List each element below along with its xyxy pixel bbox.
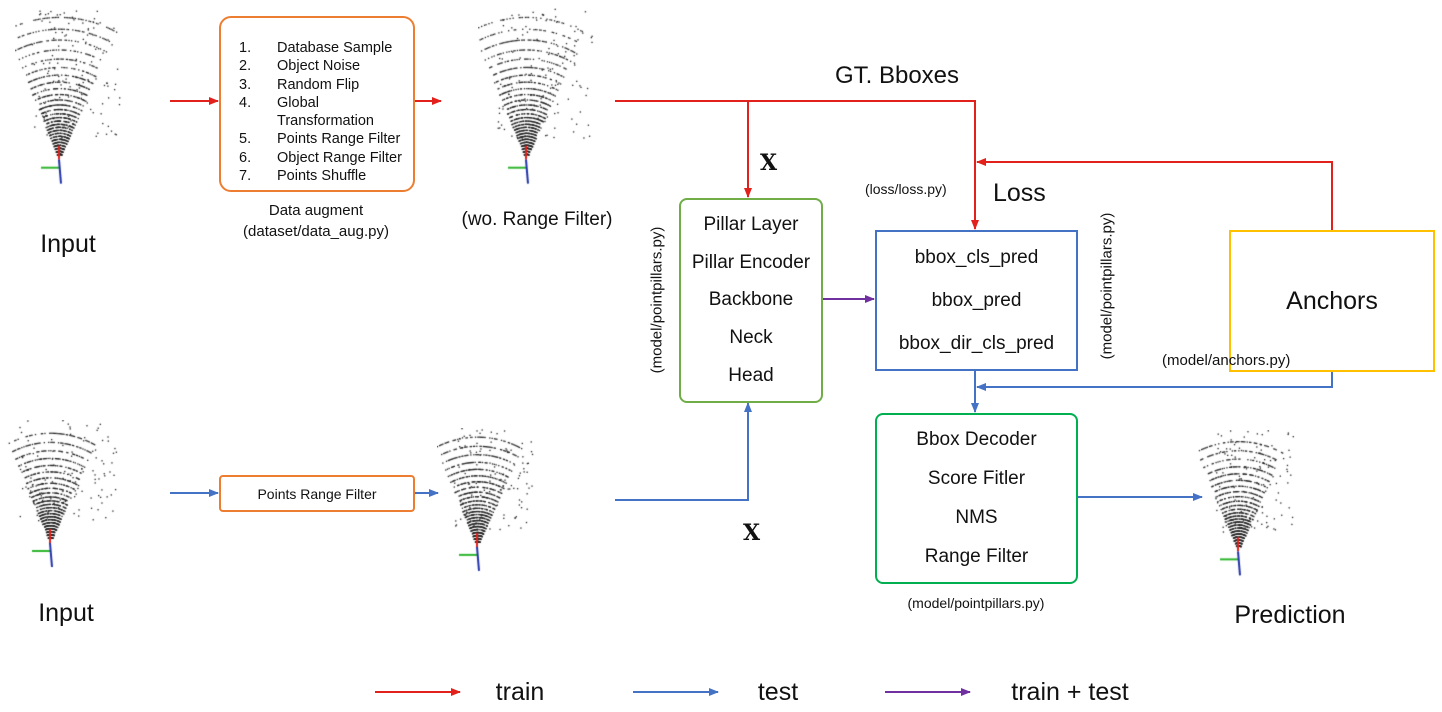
points-range-filter-box: Points Range Filter (219, 475, 415, 512)
augment-step-number: 2. (239, 58, 252, 75)
augment-step: 1. Database Sample (239, 39, 413, 57)
head-output-item: bbox_dir_cls_pred (898, 332, 1055, 354)
model-item: Pillar Encoder (691, 251, 811, 273)
point-cloud-prediction (1198, 430, 1298, 578)
augment-step-label: Points Shuffle (277, 168, 367, 185)
pillar-model-box: Pillar Layer Pillar Encoder Backbone Nec… (679, 198, 823, 403)
augment-step-number: 1. (239, 40, 252, 56)
anchors-file: (model/anchors.py) (1162, 352, 1291, 369)
points-range-filter-label: Points Range Filter (257, 485, 377, 502)
augment-step: 2. Object Noise (239, 57, 413, 75)
anchors-label: Anchors (1286, 286, 1378, 315)
postprocess-item: Range Filter (924, 545, 1029, 567)
point-cloud-augmented (478, 8, 598, 193)
augment-step: 7. Points Shuffle (239, 167, 413, 185)
postprocess-box: Bbox Decoder Score Fitler NMS Range Filt… (875, 413, 1078, 584)
augment-step-label: Object Noise (277, 58, 361, 75)
augment-step-label: Database Sample (277, 40, 393, 56)
model-item: Backbone (708, 289, 794, 311)
augment-step-label: Random Flip (277, 76, 360, 93)
augment-list: 1. Database Sample 2. Object Noise 3. Random … (239, 39, 413, 185)
loss-label: Loss (993, 179, 1046, 207)
augment-step-label: Points Range Filter (277, 131, 401, 148)
test-input-label: Input (38, 599, 94, 627)
x-label-test: X (743, 520, 761, 546)
legend-train-test-label: train + test (1011, 678, 1129, 706)
augment-caption: Data augment (268, 202, 364, 219)
point-cloud-input-test (0, 420, 125, 570)
augment-step-number: 7. (239, 168, 252, 185)
legend-train-label: train (495, 678, 545, 706)
augment-step-number: 5. (239, 131, 252, 148)
anchors-box: Anchors (1229, 230, 1435, 372)
augment-step-label: Global Transformation (277, 94, 374, 130)
augment-step: 4. Global Transformation (239, 94, 413, 131)
augment-step-label: Object Range Filter (277, 149, 402, 166)
head-outputs-box: bbox_cls_pred bbox_pred bbox_dir_cls_pre… (875, 230, 1078, 371)
loss-file: (loss/loss.py) (865, 181, 947, 197)
x-label-train: X (760, 150, 778, 176)
augment-step: 6. Object Range Filter (239, 149, 413, 167)
data-augment-box: 1. Database Sample 2. Object Noise 3. Random … (219, 16, 415, 192)
postprocess-item: Score Fitler (927, 468, 1026, 490)
gt-bboxes-label: GT. Bboxes (834, 62, 960, 89)
head-output-item: bbox_cls_pred (914, 246, 1039, 268)
augment-step: 3. Random Flip (239, 76, 413, 94)
test-to-model-line (615, 402, 752, 501)
augmented-label: (wo. Range Filter) (461, 209, 613, 230)
legend-test-label: test (757, 678, 799, 706)
head-file-label: (model/pointpillars.py) (1098, 212, 1116, 360)
model-item: Pillar Layer (703, 213, 799, 235)
model-item: Neck (729, 327, 773, 349)
augment-step-number: 6. (239, 149, 252, 166)
point-cloud-filtered (437, 428, 537, 573)
augment-step-number: 4. (239, 94, 252, 111)
augment-file: (dataset/data_aug.py) (243, 223, 389, 240)
augment-step-number: 3. (239, 76, 252, 93)
point-cloud-input-train (15, 8, 125, 193)
anchors-to-decoder-line (976, 371, 1333, 391)
head-output-item: bbox_pred (931, 289, 1022, 311)
model-file-label: (model/pointpillars.py) (648, 226, 666, 374)
model-item: Head (728, 365, 774, 387)
train-input-label: Input (40, 230, 96, 258)
gt-bboxes-line (615, 100, 979, 230)
postprocess-file: (model/pointpillars.py) (907, 595, 1045, 611)
augment-step: 5. Points Range Filter (239, 130, 413, 148)
prediction-label: Prediction (1234, 601, 1346, 629)
anchors-to-loss-line (976, 158, 1333, 230)
postprocess-item: NMS (955, 506, 998, 528)
postprocess-item: Bbox Decoder (916, 429, 1037, 451)
